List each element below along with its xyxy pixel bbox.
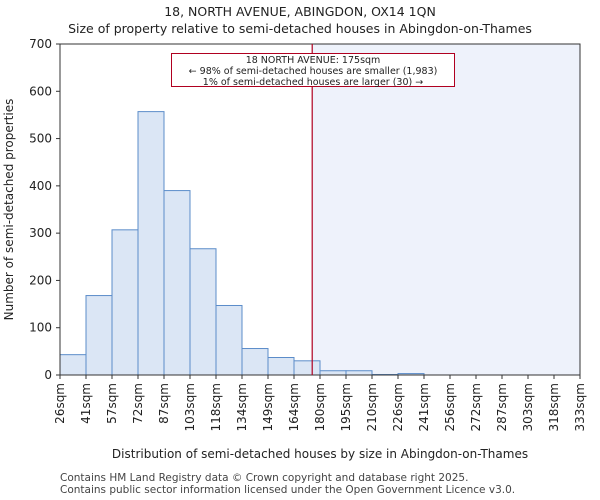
chart-title-line1: 18, NORTH AVENUE, ABINGDON, OX14 1QN: [164, 4, 436, 19]
x-tick-label: 134sqm: [235, 383, 249, 431]
bar-26sqm: [59, 354, 87, 376]
bar-87sqm: [163, 190, 191, 376]
y-tick-label: 0: [44, 368, 52, 382]
y-tick-label: 300: [29, 226, 52, 240]
y-axis-label: Number of semi-detached properties: [2, 99, 16, 321]
footer-line1: Contains HM Land Registry data © Crown c…: [60, 472, 469, 484]
x-tick-label: 256sqm: [443, 383, 457, 431]
x-tick-label: 103sqm: [183, 383, 197, 431]
x-tick-label: 87sqm: [157, 383, 171, 424]
bar-103sqm: [189, 248, 217, 376]
bar-57sqm: [111, 229, 139, 376]
x-tick-label: 164sqm: [287, 383, 301, 431]
bar-72sqm: [137, 111, 165, 376]
x-tick-label: 303sqm: [521, 383, 535, 431]
y-tick-label: 400: [29, 179, 52, 193]
footer-line2: Contains public sector information licen…: [60, 484, 516, 496]
bar-164sqm: [293, 360, 321, 376]
y-tick-label: 100: [29, 321, 52, 335]
x-tick-label: 180sqm: [313, 383, 327, 431]
annotation-line1: 18 NORTH AVENUE: 175sqm: [245, 55, 381, 66]
bar-134sqm: [241, 348, 269, 376]
x-tick-label: 118sqm: [209, 383, 223, 431]
x-axis-label: Distribution of semi-detached houses by …: [112, 447, 528, 461]
bar-41sqm: [85, 295, 113, 376]
x-tick-label: 287sqm: [495, 383, 509, 431]
y-tick-label: 500: [29, 132, 52, 146]
highlight-region: [312, 44, 580, 375]
x-tick-label: 149sqm: [261, 383, 275, 431]
bar-195sqm: [345, 370, 373, 376]
bar-180sqm: [319, 370, 347, 376]
x-tick-label: 26sqm: [53, 383, 67, 424]
x-tick-label: 57sqm: [105, 383, 119, 424]
bar-118sqm: [215, 304, 243, 376]
y-tick-label: 600: [29, 84, 52, 98]
x-tick-label: 195sqm: [339, 383, 353, 431]
x-tick-label: 272sqm: [469, 383, 483, 431]
annotation-line3: 1% of semi-detached houses are larger (3…: [202, 77, 424, 88]
chart-title-line2: Size of property relative to semi-detach…: [68, 21, 532, 36]
annotation-box: 18 NORTH AVENUE: 175sqm ← 98% of semi-de…: [171, 53, 455, 88]
x-tick-label: 318sqm: [547, 383, 561, 431]
x-tick-label: 41sqm: [79, 383, 93, 424]
x-tick-label: 333sqm: [573, 383, 587, 431]
y-tick-label: 700: [29, 37, 52, 51]
x-tick-label: 72sqm: [131, 383, 145, 424]
bar-149sqm: [267, 357, 295, 376]
x-tick-label: 241sqm: [417, 383, 431, 431]
x-tick-label: 210sqm: [365, 383, 379, 431]
annotation-line2: ← 98% of semi-detached houses are smalle…: [188, 66, 438, 77]
x-tick-label: 226sqm: [391, 383, 405, 431]
y-tick-label: 200: [29, 273, 52, 287]
